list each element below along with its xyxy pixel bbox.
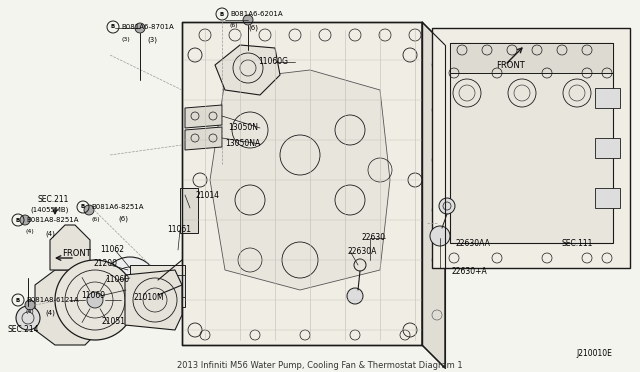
Text: B081A8-6121A: B081A8-6121A (26, 297, 79, 303)
Text: 11060G: 11060G (258, 58, 288, 67)
Text: 21200: 21200 (93, 259, 117, 267)
Bar (450, 43, 613, 243)
Circle shape (20, 215, 30, 225)
Bar (130, 265, 185, 307)
Text: 22630+A: 22630+A (451, 267, 487, 276)
Text: B081A6-8701A: B081A6-8701A (121, 24, 173, 30)
Text: J210010E: J210010E (576, 349, 612, 357)
Text: 2013 Infiniti M56 Water Pump, Cooling Fan & Thermostat Diagram 1: 2013 Infiniti M56 Water Pump, Cooling Fa… (177, 360, 463, 369)
Text: (6): (6) (248, 25, 258, 31)
Circle shape (16, 306, 40, 330)
Text: (4): (4) (45, 231, 55, 237)
Circle shape (122, 277, 138, 293)
Bar (450, 43, 613, 73)
Text: 11062: 11062 (100, 246, 124, 254)
Text: SEC.214: SEC.214 (8, 326, 40, 334)
Text: B: B (220, 12, 224, 16)
Polygon shape (185, 127, 222, 150)
Text: 21010M: 21010M (134, 294, 164, 302)
Circle shape (102, 257, 158, 313)
Bar (175, 275, 185, 297)
Text: (4): (4) (45, 310, 55, 316)
Polygon shape (185, 105, 222, 128)
Circle shape (135, 23, 145, 33)
Text: (4): (4) (26, 310, 35, 314)
Text: 11069: 11069 (81, 292, 105, 301)
Text: 22630: 22630 (361, 234, 385, 243)
Bar (432, 28, 630, 268)
Polygon shape (125, 270, 182, 330)
Text: 22630AA: 22630AA (456, 240, 491, 248)
Text: B: B (81, 205, 85, 209)
Text: (6): (6) (91, 217, 100, 221)
Polygon shape (182, 22, 422, 345)
Text: B081A6-6201A: B081A6-6201A (230, 11, 283, 17)
Polygon shape (210, 70, 390, 290)
Polygon shape (422, 22, 445, 368)
Text: FRONT: FRONT (496, 61, 525, 70)
Polygon shape (50, 225, 90, 270)
Text: B: B (16, 298, 20, 302)
Circle shape (243, 15, 253, 25)
Text: SEC.111: SEC.111 (562, 240, 593, 248)
Text: (14055MB): (14055MB) (30, 207, 68, 213)
Text: B: B (16, 218, 20, 222)
Text: 21014: 21014 (196, 190, 220, 199)
Bar (180, 188, 198, 233)
Bar (595, 138, 620, 158)
Text: 22630A: 22630A (348, 247, 378, 256)
Text: (6): (6) (118, 216, 128, 222)
Text: FRONT: FRONT (62, 250, 91, 259)
Bar (595, 88, 620, 108)
Text: B081A6-8251A: B081A6-8251A (91, 204, 143, 210)
Circle shape (55, 260, 135, 340)
Polygon shape (215, 45, 280, 95)
Bar (595, 188, 620, 208)
Text: 21051: 21051 (101, 317, 125, 327)
Circle shape (347, 288, 363, 304)
Text: (3): (3) (121, 36, 130, 42)
Text: B081A8-8251A: B081A8-8251A (26, 217, 79, 223)
Text: 13050NA: 13050NA (225, 140, 260, 148)
Circle shape (25, 300, 35, 310)
Text: 13050N: 13050N (228, 124, 258, 132)
Text: (4): (4) (26, 230, 35, 234)
Text: (6): (6) (230, 23, 239, 29)
Circle shape (84, 205, 94, 215)
Text: B: B (111, 25, 115, 29)
Polygon shape (35, 270, 100, 345)
Text: 11060: 11060 (105, 276, 129, 285)
Circle shape (439, 198, 455, 214)
Text: 11061: 11061 (167, 225, 191, 234)
Circle shape (87, 292, 103, 308)
Text: (3): (3) (147, 37, 157, 43)
Text: SEC.211: SEC.211 (37, 195, 68, 203)
Circle shape (430, 226, 450, 246)
